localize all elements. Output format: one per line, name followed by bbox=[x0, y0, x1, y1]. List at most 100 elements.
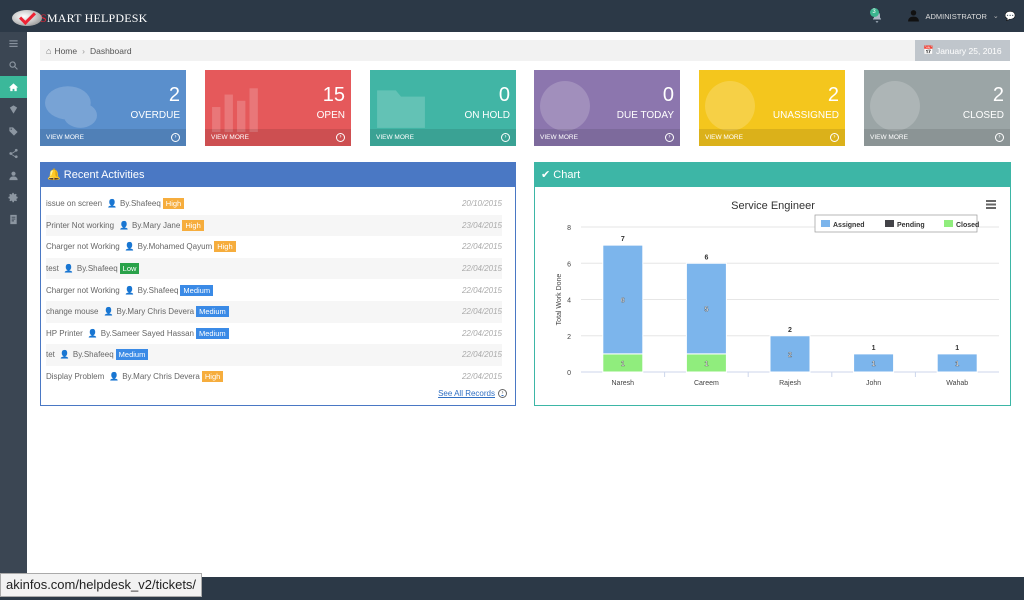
activity-subject[interactable]: HP Printer bbox=[46, 328, 83, 338]
ticket-icon bbox=[9, 104, 18, 114]
sidebar-item-users[interactable] bbox=[0, 164, 27, 186]
activity-row[interactable]: test 👤 By.Shafeeq Low 22/04/2015 bbox=[46, 257, 502, 280]
breadcrumb-home-link[interactable]: Home bbox=[54, 45, 78, 56]
user-menu-name[interactable]: ADMINISTRATOR bbox=[925, 11, 987, 21]
data-label: 1 bbox=[872, 361, 876, 368]
menu-icon bbox=[9, 39, 18, 47]
activity-subject[interactable]: test bbox=[46, 264, 59, 274]
user-small-icon: 👤 bbox=[109, 372, 120, 382]
sidebar-item-tags[interactable] bbox=[0, 120, 27, 142]
user-small-icon: 👤 bbox=[103, 307, 114, 317]
priority-badge: High bbox=[214, 241, 236, 253]
chat-icon[interactable]: 💬 bbox=[1004, 10, 1016, 21]
legend-label: Pending bbox=[897, 222, 925, 229]
logo-icon bbox=[12, 10, 42, 26]
sidebar-item-search[interactable] bbox=[0, 54, 27, 76]
activity-row[interactable]: Printer Not working 👤 By.Mary Jane High 23/0… bbox=[46, 214, 502, 237]
tile-open[interactable]: 15 OPEN VIEW MORE › bbox=[205, 70, 351, 146]
total-label: 1 bbox=[955, 345, 959, 352]
arrow-right-icon: › bbox=[501, 133, 510, 142]
sidebar-item-tickets[interactable] bbox=[0, 98, 27, 120]
y-tick-label: 4 bbox=[567, 298, 571, 305]
activity-date: 22/04/2015 bbox=[461, 372, 502, 382]
tile-due-today[interactable]: 0 DUE TODAY VIEW MORE › bbox=[534, 70, 680, 146]
tile-count: 2 bbox=[827, 84, 839, 106]
priority-badge: High bbox=[201, 371, 224, 383]
sidebar-menu-toggle[interactable] bbox=[0, 32, 27, 54]
tile-overdue[interactable]: 2 OVERDUE VIEW MORE › bbox=[40, 70, 186, 146]
y-axis-label: Total Work Done bbox=[556, 274, 563, 326]
tile-on-hold[interactable]: 0 ON HOLD VIEW MORE › bbox=[370, 70, 516, 146]
menu-icon bbox=[986, 200, 996, 202]
activity-row[interactable]: change mouse 👤 By.Mary Chris Devera Medium 2… bbox=[46, 300, 502, 323]
activity-subject[interactable]: tet bbox=[46, 350, 55, 360]
activity-row[interactable]: issue on screen 👤 By.Shafeeq High 20/10/2015 bbox=[46, 193, 502, 215]
activity-by: By.Shafeeq bbox=[120, 199, 161, 209]
tile-closed[interactable]: 2 CLOSED VIEW MORE › bbox=[864, 70, 1010, 146]
sidebar-item-reports[interactable] bbox=[0, 208, 27, 230]
globe-icon bbox=[870, 81, 920, 131]
priority-badge: Medium bbox=[195, 327, 229, 339]
service-engineer-chart: Service Engineer 0 2 4 6 8 Total Work Done Nare… bbox=[556, 200, 999, 387]
activity-row[interactable]: Display Problem 👤 By.Mary Chris Devera High… bbox=[46, 365, 502, 388]
tile-count: 2 bbox=[992, 84, 1004, 106]
view-more-link[interactable]: VIEW MORE › bbox=[40, 129, 186, 146]
activity-list: issue on screen 👤 By.Shafeeq High 20/10/2015… bbox=[46, 193, 502, 388]
activity-subject[interactable]: Charger not Working bbox=[46, 242, 120, 252]
x-tick-label: Careem bbox=[694, 380, 719, 387]
share-icon bbox=[9, 148, 18, 158]
arrow-right-icon: › bbox=[995, 133, 1004, 142]
activity-row[interactable]: tet 👤 By.Shafeeq Medium 22/04/2015 bbox=[46, 344, 502, 366]
chevron-down-icon[interactable]: ⌄ bbox=[992, 13, 999, 20]
activity-date: 20/10/2015 bbox=[461, 199, 502, 209]
legend-swatch-pending bbox=[885, 220, 894, 227]
activity-subject[interactable]: Charger not Working bbox=[46, 285, 120, 295]
user-small-icon: 👤 bbox=[124, 242, 135, 252]
activity-subject[interactable]: Display Problem bbox=[46, 372, 105, 382]
x-tick-label: Wahab bbox=[946, 380, 968, 387]
notifications-button[interactable]: 3 bbox=[869, 8, 885, 24]
tile-count: 15 bbox=[322, 84, 345, 106]
home-icon bbox=[8, 82, 19, 91]
activity-row[interactable]: Charger not Working 👤 By.Mohamed Qayum High… bbox=[46, 236, 502, 258]
view-more-link[interactable]: VIEW MORE › bbox=[370, 129, 516, 146]
tile-count: 0 bbox=[498, 84, 510, 106]
chart-panel-header: ✔ Chart bbox=[535, 163, 1010, 187]
date-text: January 25, 2016 bbox=[935, 45, 1002, 56]
top-bar: SMART HELPDESK 3 ADMINISTRATOR ⌄ 💬 bbox=[0, 0, 1024, 32]
notification-count-badge: 3 bbox=[869, 8, 879, 17]
folder-icon bbox=[377, 90, 425, 128]
panel-title: Recent Activities bbox=[63, 169, 145, 181]
user-icon bbox=[9, 171, 18, 180]
y-tick-label: 8 bbox=[567, 225, 571, 232]
sidebar-item-settings[interactable] bbox=[0, 186, 27, 208]
activity-row[interactable]: HP Printer 👤 By.Sameer Sayed Hassan Medium 2… bbox=[46, 322, 502, 345]
priority-badge: Medium bbox=[196, 306, 229, 318]
y-tick-label: 0 bbox=[567, 370, 571, 377]
sidebar-item-share[interactable] bbox=[0, 142, 27, 164]
see-all-records-link[interactable]: See All Records › bbox=[438, 389, 507, 398]
activity-by: By.Shafeeq bbox=[76, 264, 118, 274]
status-url: akinfos.com/helpdesk_v2/tickets/ bbox=[0, 573, 203, 597]
bar-chart-icon bbox=[212, 88, 258, 132]
total-label: 1 bbox=[872, 345, 876, 352]
view-more-link[interactable]: VIEW MORE › bbox=[864, 129, 1010, 146]
breadcrumb-separator-icon: › bbox=[82, 45, 85, 56]
legend-box bbox=[814, 214, 978, 233]
activity-subject[interactable]: change mouse bbox=[46, 307, 99, 317]
search-icon bbox=[9, 60, 18, 70]
app-logo[interactable]: SMART HELPDESK bbox=[12, 9, 148, 27]
tile-unassigned[interactable]: 2 UNASSIGNED VIEW MORE › bbox=[699, 70, 845, 146]
view-more-link[interactable]: VIEW MORE › bbox=[534, 129, 680, 146]
activity-row[interactable]: Charger not Working 👤 By.Shafeeq Medium 22/0… bbox=[46, 279, 502, 301]
user-small-icon: 👤 bbox=[124, 285, 135, 295]
check-icon: ✔ bbox=[541, 169, 551, 181]
activity-date: 22/04/2015 bbox=[461, 328, 502, 338]
user-avatar-icon[interactable] bbox=[907, 9, 920, 24]
view-more-link[interactable]: VIEW MORE › bbox=[699, 129, 845, 146]
priority-badge: Low bbox=[119, 263, 140, 275]
sidebar-item-home[interactable] bbox=[0, 76, 27, 98]
activity-subject[interactable]: issue on screen bbox=[46, 199, 103, 209]
activity-subject[interactable]: Printer Not working bbox=[46, 220, 115, 230]
view-more-link[interactable]: VIEW MORE › bbox=[205, 129, 351, 146]
